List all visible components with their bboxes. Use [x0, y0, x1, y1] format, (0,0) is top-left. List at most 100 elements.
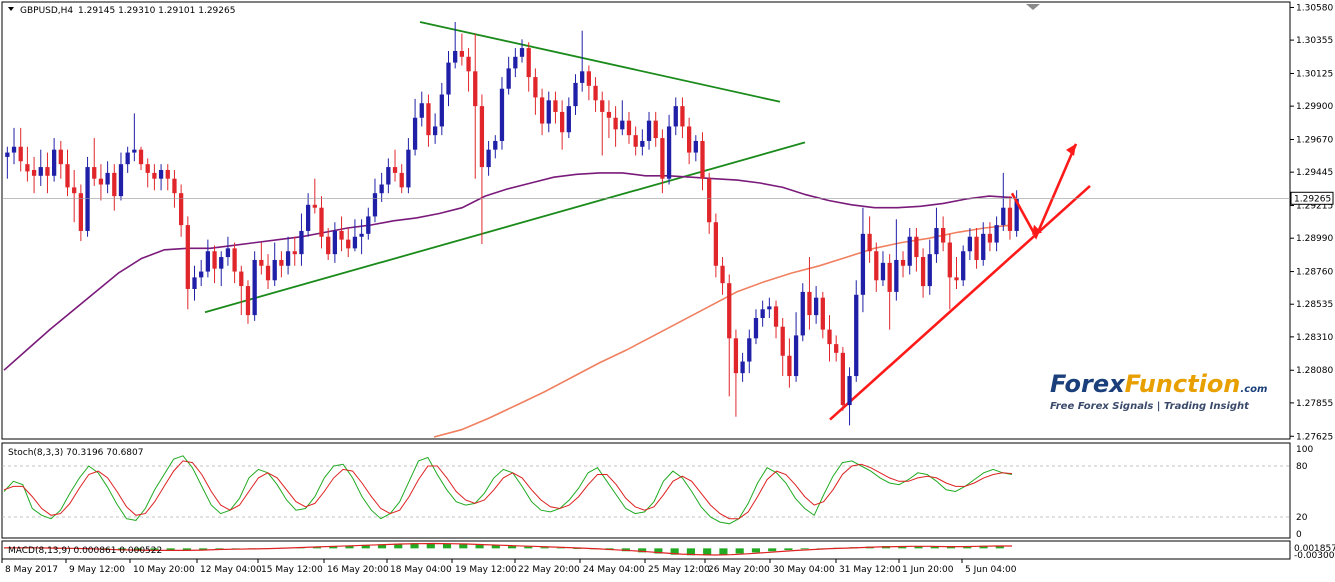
- time-tick-label: 8 May 2017: [5, 565, 58, 575]
- stoch-tick-label: 0: [1296, 530, 1302, 540]
- candle-body: [92, 167, 97, 179]
- price-tick-label: 1.29215: [1296, 202, 1333, 212]
- candle-body: [372, 193, 378, 217]
- macd-hist-bar: [150, 548, 159, 551]
- macd-hist-bar: [426, 543, 435, 549]
- candle-body: [606, 111, 612, 118]
- arrow-head-up: [1066, 143, 1076, 156]
- macd-hist-bar: [751, 548, 760, 553]
- candle-body: [132, 149, 137, 153]
- candle-body: [727, 283, 732, 339]
- macd-hist-bar: [182, 548, 191, 551]
- candle-body: [252, 259, 257, 316]
- macd-hist-bar: [995, 545, 1004, 549]
- candle-body: [620, 120, 625, 130]
- candle-body: [319, 207, 324, 237]
- candle-body: [392, 167, 398, 173]
- candle-body: [526, 48, 531, 78]
- candle-body: [486, 149, 491, 168]
- candle-body: [633, 135, 638, 147]
- candle-body: [793, 335, 799, 377]
- candle-body: [660, 138, 665, 179]
- candle-body: [800, 291, 805, 336]
- current-price-label: 1.29265: [1294, 194, 1331, 204]
- macd-label: MACD(8,13,9) 0.000861 0.000522: [8, 546, 162, 556]
- macd-hist-bar: [703, 548, 712, 556]
- ohlc-label: 1.29145 1.29310 1.29101 1.29265: [78, 6, 235, 16]
- time-tick-label: 19 May 12:00: [455, 565, 517, 575]
- candle-body: [787, 355, 792, 377]
- candle-body: [613, 117, 618, 130]
- projection-arrow: [1010, 143, 1078, 240]
- candle-body: [419, 103, 424, 118]
- candle-body: [874, 251, 879, 281]
- macd-hist-bar: [134, 548, 143, 551]
- candle-body: [506, 68, 511, 89]
- price-tick-label: 1.29900: [1296, 102, 1333, 112]
- candle-body: [192, 277, 197, 289]
- candle-body: [205, 251, 211, 272]
- candle-body: [432, 126, 438, 136]
- svg-text:ForexFunction.com: ForexFunction.com: [1050, 370, 1267, 398]
- time-tick-label: 24 May 04:00: [583, 565, 645, 575]
- candle-body: [85, 167, 90, 231]
- candle-body: [740, 361, 745, 374]
- macd-hist-bar: [768, 548, 777, 552]
- candle-body: [940, 228, 946, 243]
- candle-body: [5, 152, 10, 157]
- candle-body: [138, 149, 144, 165]
- collapse-arrow-icon[interactable]: [8, 7, 14, 11]
- candle-body: [272, 259, 277, 281]
- candle-body: [406, 149, 411, 188]
- stoch-main-line: [3, 455, 1013, 525]
- candle-body: [439, 94, 444, 127]
- price-panel[interactable]: [1, 1, 1291, 440]
- macd-hist-bar: [166, 548, 175, 551]
- candle-body: [807, 291, 812, 316]
- macd-hist-bar: [946, 546, 956, 549]
- stoch-signal-line: [3, 460, 1013, 520]
- candle-body: [733, 338, 739, 374]
- macd-hist-bar: [963, 546, 972, 549]
- candle-body: [245, 286, 251, 316]
- candle-body: [700, 140, 705, 179]
- stoch-panel[interactable]: [1, 442, 1291, 539]
- price-tick-label: 1.30355: [1296, 36, 1333, 46]
- candle-body: [907, 236, 912, 266]
- candle-body: [780, 326, 785, 356]
- brand-tagline: Free Forex Signals | Trading Insight: [1050, 401, 1250, 412]
- candle-body: [834, 344, 839, 353]
- candle-body: [285, 251, 291, 266]
- macd-hist-bar: [442, 543, 452, 549]
- macd-hist-bar: [719, 548, 728, 555]
- candle-body: [967, 236, 973, 252]
- macd-hist-bar: [914, 546, 923, 549]
- macd-hist-bar: [491, 545, 500, 549]
- stoch-tick-label: 100: [1296, 445, 1313, 455]
- candle-body: [466, 56, 471, 72]
- candle-body: [145, 164, 150, 173]
- candle-body: [927, 254, 932, 287]
- macd-hist-bar: [394, 543, 403, 549]
- candle-body: [352, 236, 358, 249]
- candle-body: [867, 233, 872, 252]
- candle-body: [299, 230, 304, 255]
- candle-body: [593, 85, 598, 101]
- time-tick-label: 15 May 12:00: [261, 565, 323, 575]
- macd-panel[interactable]: [1, 540, 1291, 560]
- candle-body: [172, 178, 177, 194]
- shift-marker-icon[interactable]: [1026, 4, 1040, 10]
- candle-body: [305, 204, 311, 231]
- brand-logo: ForexFunction.com Free Forex Signals | T…: [1050, 370, 1267, 412]
- price-tick-label: 1.27855: [1296, 399, 1333, 409]
- macd-hist-bar: [475, 544, 484, 549]
- candle-body: [51, 149, 57, 176]
- macd-hist-bar: [329, 546, 338, 549]
- macd-hist-bar: [979, 545, 988, 549]
- candle-body: [178, 193, 184, 226]
- candle-body: [125, 152, 130, 165]
- candle-body: [813, 297, 819, 316]
- symbol-label: GBPUSD,H4: [20, 6, 73, 16]
- candle-body: [1014, 199, 1019, 231]
